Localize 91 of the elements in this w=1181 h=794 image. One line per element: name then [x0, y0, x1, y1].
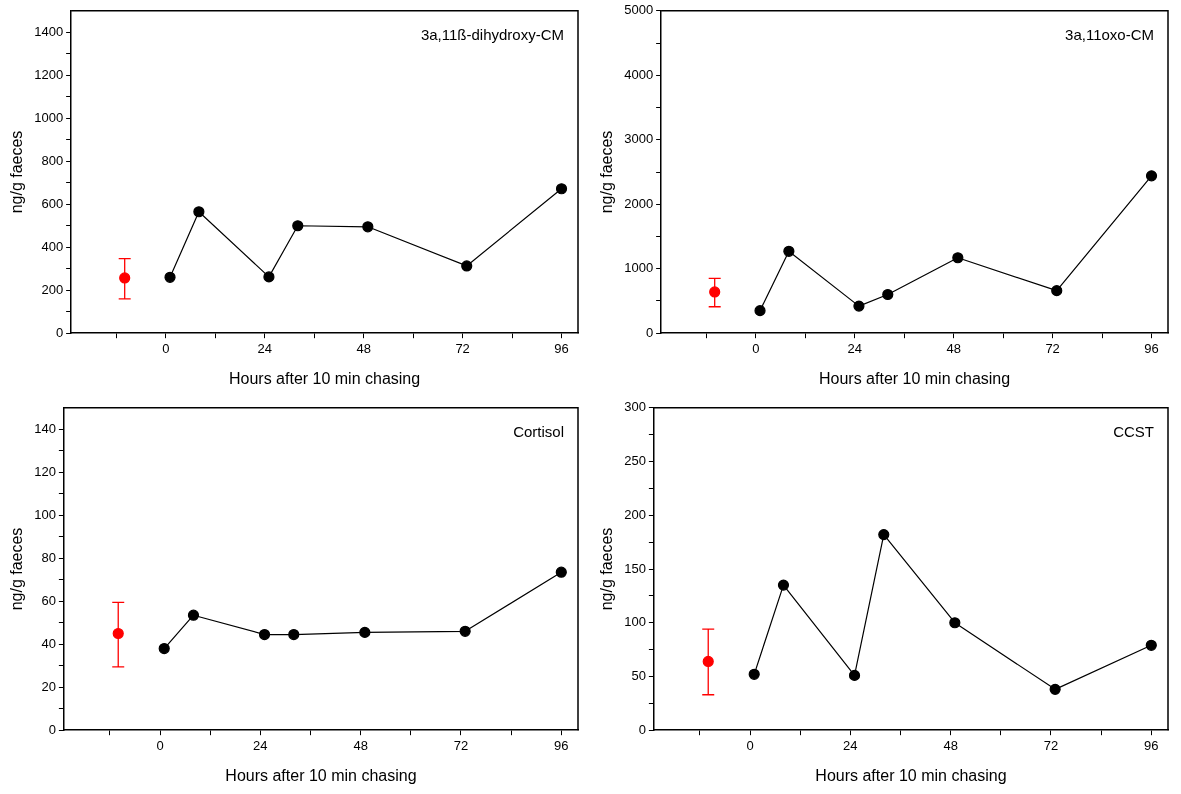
point: [878, 529, 890, 541]
text: 3a,11ß-dihydroxy-CM: [420, 26, 564, 44]
x-tick-label: 48: [353, 737, 368, 753]
x-tick-label: 0: [752, 340, 760, 356]
y-tick-label: 0: [55, 324, 64, 340]
point: [292, 220, 304, 232]
y-axis-title: ng/g faeces: [8, 527, 26, 611]
y-axis-title: ng/g faeces: [598, 527, 616, 611]
y-tick-label: 3000: [624, 131, 654, 147]
x-tick-label: 24: [843, 737, 858, 753]
y-tick-label: 50: [631, 668, 646, 684]
x-tick-label: 96: [1144, 340, 1159, 356]
y-tick-label: 150: [624, 560, 646, 576]
point: [187, 609, 200, 621]
text: Cortisol: [513, 423, 564, 441]
point: [748, 668, 760, 680]
point: [461, 260, 473, 272]
x-tick-label: 24: [253, 737, 268, 753]
y-tick-label: 100: [34, 506, 56, 522]
point: [783, 245, 795, 257]
point: [702, 655, 714, 668]
x-tick-label: 0: [162, 340, 170, 356]
y-tick-label: 120: [34, 463, 56, 479]
point: [263, 271, 275, 283]
point: [1145, 639, 1157, 651]
y-tick-label: 80: [41, 549, 56, 565]
y-tick-label: 5000: [624, 2, 654, 18]
y-tick-label: 4000: [624, 66, 654, 82]
x-tick-label: 72: [1045, 340, 1060, 356]
point: [193, 206, 205, 218]
point: [555, 183, 568, 195]
y-axis-title: ng/g faeces: [8, 130, 26, 214]
point: [359, 626, 371, 639]
y-tick-label: 60: [41, 592, 56, 608]
y-tick-label: 1000: [34, 109, 64, 125]
y-tick-label: 800: [41, 152, 64, 168]
text: CCST: [1113, 423, 1154, 441]
y-tick-label: 300: [624, 399, 646, 415]
y-tick-label: 250: [624, 453, 646, 469]
x-tick-label: 96: [1144, 737, 1159, 753]
point: [1051, 285, 1063, 297]
point: [949, 617, 961, 629]
text: 3a,11oxo-CM: [1065, 26, 1154, 44]
x-tick-label: 72: [453, 737, 469, 753]
x-tick-label: 24: [257, 340, 273, 356]
x-tick-label: 48: [943, 737, 958, 753]
x-tick-label: 96: [554, 340, 569, 356]
x-tick-label: 0: [746, 737, 754, 753]
y-tick-label: 1000: [624, 260, 654, 276]
y-tick-label: 1200: [34, 66, 64, 82]
y-tick-label: 1400: [34, 23, 64, 39]
point: [952, 252, 964, 264]
y-tick-label: 200: [41, 281, 64, 297]
y-axis-title: ng/g faeces: [598, 130, 616, 214]
x-tick-label: 72: [1043, 737, 1059, 753]
y-tick-label: 2000: [624, 195, 654, 211]
point: [882, 288, 894, 301]
x-axis-title: Hours after 10 min chasing: [225, 766, 417, 784]
y-tick-label: 140: [34, 420, 56, 436]
x-tick-label: 48: [946, 340, 961, 356]
x-axis-title: Hours after 10 min chasing: [815, 766, 1007, 784]
point: [1145, 170, 1158, 182]
y-tick-label: 0: [645, 324, 654, 340]
y-tick-label: 0: [48, 721, 56, 737]
point: [1049, 683, 1061, 695]
y-tick-label: 20: [41, 678, 56, 694]
x-tick-label: 0: [156, 737, 164, 753]
x-tick-label: 48: [356, 340, 371, 356]
x-axis-title: Hours after 10 min chasing: [818, 369, 1011, 387]
y-tick-label: 0: [638, 721, 646, 737]
point: [164, 271, 176, 283]
point: [853, 300, 865, 312]
y-tick-label: 40: [41, 635, 56, 651]
x-tick-label: 24: [847, 340, 863, 356]
point: [848, 669, 861, 681]
point: [119, 272, 131, 284]
y-tick-label: 200: [624, 506, 646, 522]
x-tick-label: 72: [455, 340, 470, 356]
point: [777, 579, 790, 591]
x-axis-title: Hours after 10 min chasing: [228, 369, 421, 387]
point: [555, 566, 567, 578]
y-tick-label: 600: [41, 195, 64, 211]
point: [459, 625, 471, 637]
x-tick-label: 96: [554, 737, 569, 753]
y-tick-label: 100: [624, 614, 646, 630]
point: [288, 628, 300, 641]
point: [258, 628, 271, 641]
point: [158, 642, 170, 655]
y-tick-label: 400: [41, 238, 64, 254]
point: [754, 305, 766, 317]
point: [362, 221, 374, 233]
